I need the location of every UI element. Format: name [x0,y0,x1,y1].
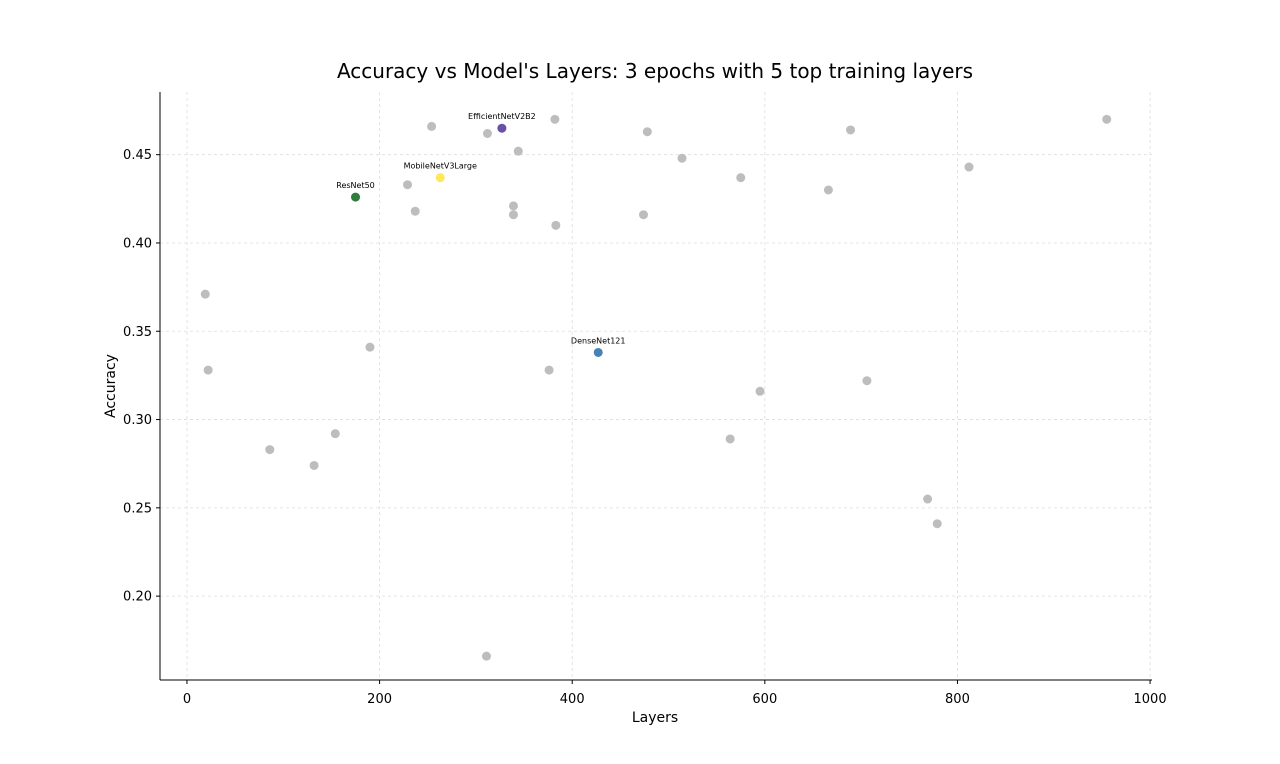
background-point [427,121,437,131]
background-point [846,125,856,135]
background-point [508,210,518,220]
background-point [736,173,746,183]
background-point [1102,114,1112,124]
highlight-point-label: ResNet50 [336,181,375,190]
background-point [482,128,492,138]
point-labels: EfficientNetV2B2 MobileNetV3Large ResNet50… [336,112,625,345]
background-point [265,445,275,455]
x-axis-label: Layers [632,710,678,726]
background-point [964,162,974,172]
y-tick-label: 0.30 [123,413,152,428]
background-point [677,153,687,163]
background-point [403,180,413,190]
highlight-point-label: DenseNet121 [571,336,626,345]
y-tick-label: 0.25 [123,501,152,516]
background-point [638,210,648,220]
background-point [544,365,554,375]
y-tick-label: 0.20 [123,590,152,605]
highlight-point-label: MobileNetV3Large [404,162,477,171]
highlight-point [351,192,361,202]
x-ticks: 0 200 400 600 800 1000 [183,680,1167,707]
background-point [203,365,213,375]
highlight-point-label: EfficientNetV2B2 [468,112,536,121]
background-point [550,114,560,124]
background-point [309,460,319,470]
x-tick-label: 600 [752,692,777,707]
highlight-point [435,173,445,183]
background-point [755,386,765,396]
background-point [642,127,652,137]
x-tick-label: 400 [560,692,585,707]
background-point [923,494,933,504]
background-point [823,185,833,195]
background-point [365,342,375,352]
y-ticks: 0.20 0.25 0.30 0.35 0.40 0.45 [123,148,160,605]
y-axis-label: Accuracy [103,354,119,418]
background-point [725,434,735,444]
chart-title: Accuracy vs Model's Layers: 3 epochs wit… [337,59,973,83]
data-points [200,114,1112,661]
axes [159,92,1152,681]
background-point [932,519,942,529]
background-point [410,206,420,216]
x-tick-label: 200 [367,692,392,707]
highlight-point [497,123,507,133]
background-point [200,289,210,299]
grid [160,92,1152,680]
x-tick-label: 1000 [1134,692,1167,707]
background-point [551,220,561,230]
background-point [508,201,518,211]
background-point [513,146,523,156]
x-tick-label: 0 [183,692,191,707]
background-point [481,651,491,661]
background-point [330,429,340,439]
y-tick-label: 0.35 [123,325,152,340]
highlight-point [593,347,603,357]
background-point [862,376,872,386]
y-tick-label: 0.45 [123,148,152,163]
y-tick-label: 0.40 [123,236,152,251]
x-tick-label: 800 [945,692,970,707]
